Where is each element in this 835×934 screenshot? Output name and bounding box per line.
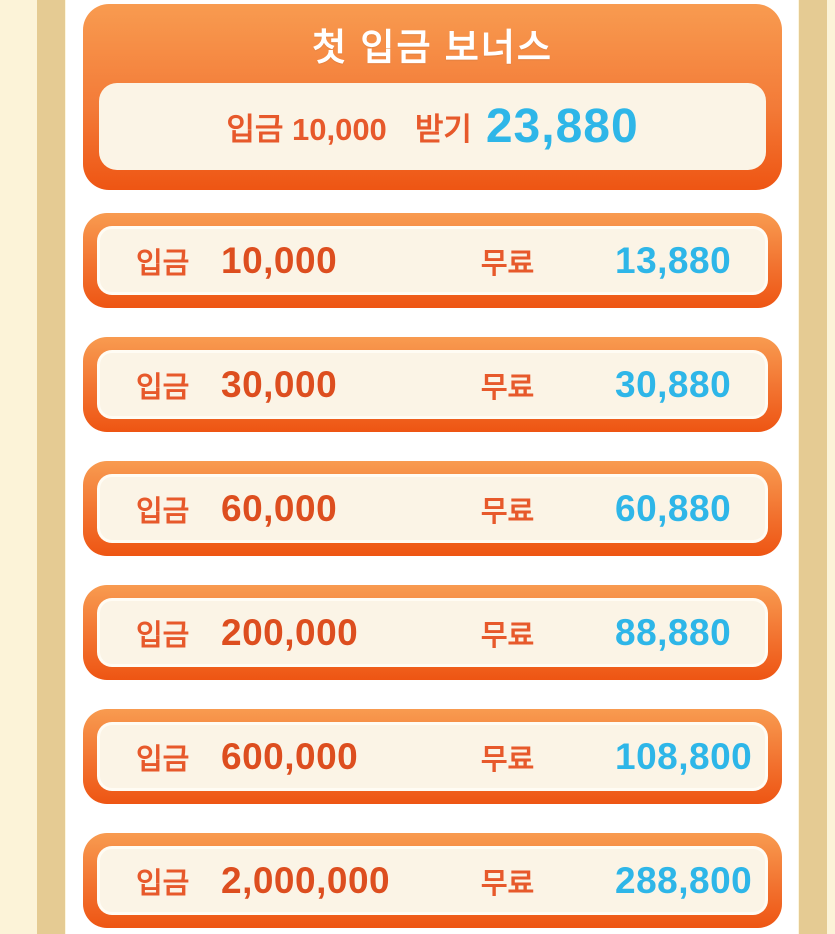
right-page-margin	[827, 0, 835, 934]
bonus-tier-row-inner: 입금 60,000 무료 60,880	[97, 474, 768, 543]
bonus-tier-row-1[interactable]: 입금 10,000 무료 13,880	[83, 213, 782, 308]
deposit-amount: 600,000	[221, 735, 359, 777]
deposit-label: 입금	[136, 247, 190, 280]
deposit-label: 입금	[136, 867, 190, 900]
free-label: 무료	[480, 371, 535, 404]
header-bonus-amount: 23,880	[485, 100, 639, 153]
bonus-amount: 88,880	[615, 611, 732, 653]
right-border-strip	[798, 0, 827, 934]
bonus-tier-row-4[interactable]: 입금 200,000 무료 88,880	[83, 585, 782, 680]
free-label: 무료	[480, 867, 535, 900]
bonus-amount: 13,880	[615, 239, 732, 281]
banner-title: 첫 입금 보너스	[312, 26, 553, 68]
bonus-tier-row-inner: 입금 30,000 무료 30,880	[97, 350, 768, 419]
deposit-amount: 2,000,000	[221, 859, 391, 901]
left-border-strip	[37, 0, 66, 934]
deposit-amount: 30,000	[221, 363, 338, 405]
header-claim-label: 받기	[414, 112, 472, 147]
bonus-amount: 60,880	[615, 487, 732, 529]
claim-bonus-button[interactable]: 입금 10,000 받기 23,880	[99, 83, 766, 170]
bonus-tier-row-inner: 입금 200,000 무료 88,880	[97, 598, 768, 667]
bonus-tier-row-6[interactable]: 입금 2,000,000 무료 288,800	[83, 833, 782, 928]
left-page-margin	[0, 0, 37, 934]
free-label: 무료	[480, 495, 535, 528]
deposit-amount: 60,000	[221, 487, 338, 529]
deposit-label: 입금	[136, 495, 190, 528]
bonus-amount: 30,880	[615, 363, 732, 405]
bonus-tier-row-inner: 입금 10,000 무료 13,880	[97, 226, 768, 295]
free-label: 무료	[480, 743, 535, 776]
free-label: 무료	[480, 619, 535, 652]
deposit-label: 입금	[136, 743, 190, 776]
header-deposit-text: 입금 10,000	[226, 112, 387, 147]
bonus-tier-row-inner: 입금 600,000 무료 108,800	[97, 722, 768, 791]
bonus-tier-row-2[interactable]: 입금 30,000 무료 30,880	[83, 337, 782, 432]
deposit-label: 입금	[136, 619, 190, 652]
bonus-amount: 288,800	[615, 859, 753, 901]
free-label: 무료	[480, 247, 535, 280]
bonus-amount: 108,800	[615, 735, 753, 777]
first-deposit-bonus-banner: 첫 입금 보너스 입금 10,000 받기 23,880	[83, 4, 782, 190]
bonus-tier-row-inner: 입금 2,000,000 무료 288,800	[97, 846, 768, 915]
deposit-amount: 10,000	[221, 239, 338, 281]
deposit-label: 입금	[136, 371, 190, 404]
deposit-amount: 200,000	[221, 611, 359, 653]
bonus-tier-row-5[interactable]: 입금 600,000 무료 108,800	[83, 709, 782, 804]
bonus-tier-row-3[interactable]: 입금 60,000 무료 60,880	[83, 461, 782, 556]
bonus-panel: 첫 입금 보너스 입금 10,000 받기 23,880 입금 10,000 무…	[66, 0, 798, 934]
